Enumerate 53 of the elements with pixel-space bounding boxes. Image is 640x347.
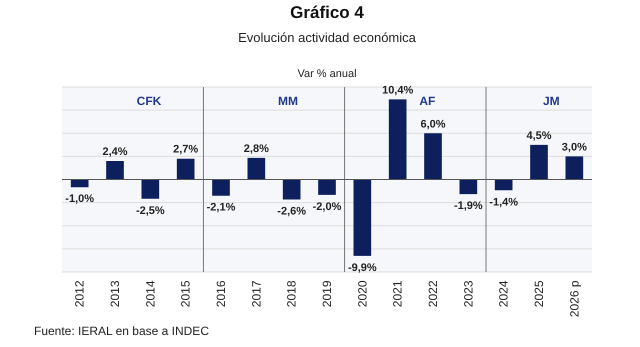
chart-title: Gráfico 4 [290,3,364,22]
x-tick-label: 2019 [320,280,334,308]
bar [530,144,548,180]
y-axis-title: Var % anual [297,68,357,80]
data-label: -2,6% [277,206,306,218]
bar [494,180,512,190]
x-tick-label: 2012 [72,280,87,308]
chart-subtitle: Evolución actividad económica [238,30,417,45]
bar [566,156,584,180]
data-label: -2,1% [206,202,236,214]
data-label: -1,9% [454,200,483,212]
x-tick-label: 2025 [532,280,546,308]
x-tick-label: 2024 [496,280,511,308]
band-label: MM [278,94,298,108]
bar [318,180,336,195]
data-label: 2,7% [173,144,198,156]
bar [212,180,230,196]
band-label: AF [419,94,436,108]
bar [142,180,160,199]
data-label: 10,4% [382,84,414,96]
data-label: -9,9% [348,262,377,274]
source-note: Fuente: IERAL en base a INDEC [34,324,210,338]
data-label: -1,0% [65,193,94,206]
data-label: 2,4% [102,146,128,158]
x-tick-label: 2022 [426,280,440,308]
x-tick-label: 2018 [284,280,299,308]
x-tick-label: 2021 [390,280,405,308]
data-label: -2,5% [136,204,165,217]
data-label: -1,4% [489,196,518,208]
data-label: 6,0% [420,118,446,130]
x-tick-label: 2014 [143,280,158,308]
data-label: 4,5% [526,130,552,142]
bar [106,161,124,180]
bar [388,99,406,180]
bar [282,180,300,200]
band-label: CFK [136,94,162,108]
x-tick-label: 2020 [355,280,370,308]
x-tick-label: 2016 [214,280,228,308]
bar [424,133,442,180]
bar [248,158,266,180]
bar [176,158,194,180]
band-label: JM [543,94,560,108]
x-tick-label: 2013 [108,280,122,308]
data-label: -2,0% [312,200,342,213]
x-tick-label: 2026 p [567,280,582,318]
bar [354,180,372,256]
data-label: 2,8% [244,142,270,155]
bar [460,180,478,194]
x-tick-label: 2015 [178,280,193,308]
x-tick-label: 2023 [461,280,476,308]
bar [70,180,88,188]
data-label: 3,0% [562,141,588,154]
x-tick-label: 2017 [249,280,264,308]
